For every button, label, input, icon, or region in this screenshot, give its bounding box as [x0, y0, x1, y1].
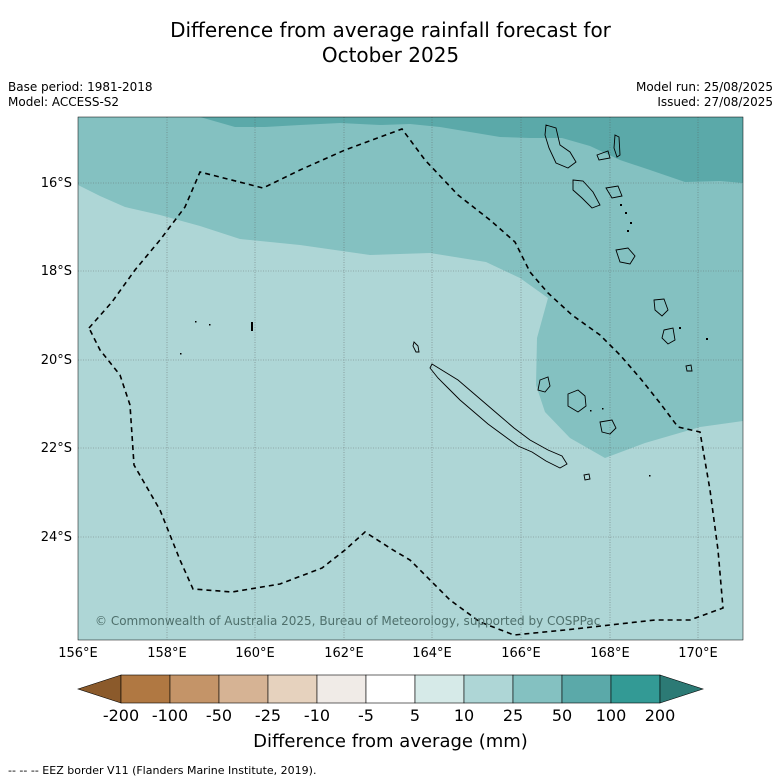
lat-label-18s: 18°S	[40, 264, 72, 279]
lon-label-164e: 164°E	[412, 646, 452, 661]
espiritu-santo-island	[544, 124, 577, 169]
colorbar-label: -10	[303, 706, 331, 725]
lifou-island	[567, 389, 587, 413]
issued-date: Issued: 27/08/2025	[657, 95, 773, 109]
colorbar-segment	[120, 674, 171, 704]
mare-island	[599, 419, 617, 435]
pentecost-island	[613, 134, 621, 158]
map-frame	[77, 116, 744, 641]
new-caledonia-island	[429, 363, 568, 469]
model-name: Model: ACCESS-S2	[8, 95, 120, 109]
colorbar-segment	[561, 674, 612, 704]
colorbar-extend-low	[77, 674, 122, 704]
band-25-50	[78, 117, 743, 458]
lat-label-24s: 24°S	[40, 530, 72, 545]
lat-label-16s: 16°S	[40, 176, 72, 191]
colorbar-extend-high	[659, 674, 704, 704]
colorbar-label: -5	[358, 706, 374, 725]
colorbar-segment	[610, 674, 661, 704]
base-period: Base period: 1981-2018	[8, 80, 153, 94]
colorbar-label: -100	[151, 706, 189, 725]
colorbar-label: -50	[205, 706, 233, 725]
malekula-island	[572, 179, 601, 209]
belep-islands	[412, 341, 420, 353]
colorbar-segment	[316, 674, 367, 704]
small-islands	[180, 204, 708, 477]
colorbar-label: 200	[644, 706, 676, 725]
colorbar-segment	[218, 674, 269, 704]
model-run: Model run: 25/08/2025	[635, 80, 773, 94]
lon-label-166e: 166°E	[501, 646, 541, 661]
colorbar	[77, 674, 704, 704]
colorbar-label: -200	[102, 706, 140, 725]
title-line-2: October 2025	[321, 43, 460, 67]
tanna-island	[653, 298, 669, 317]
lon-label-156e: 156°E	[58, 646, 98, 661]
lon-label-160e: 160°E	[235, 646, 275, 661]
efate-island	[615, 247, 636, 265]
copyright-text: © Commonwealth of Australia 2025, Bureau…	[95, 614, 601, 628]
colorbar-title: Difference from average (mm)	[253, 731, 528, 752]
colorbar-label: 100	[595, 706, 627, 725]
colorbar-label: 50	[551, 706, 573, 725]
colorbar-label: 10	[453, 706, 475, 725]
colorbar-segment	[169, 674, 220, 704]
lon-label-170e: 170°E	[678, 646, 718, 661]
colorbar-label: -25	[254, 706, 282, 725]
erromango-island	[661, 327, 676, 345]
lon-label-168e: 168°E	[590, 646, 630, 661]
anatom-island	[685, 364, 693, 372]
colorbar-segment	[267, 674, 318, 704]
colorbar-segment	[512, 674, 563, 704]
ambae-island	[596, 150, 611, 161]
eez-border	[88, 128, 724, 636]
meta-right: Model run: 25/08/2025 Issued: 27/08/2025	[636, 80, 773, 110]
colorbar-label: 5	[409, 706, 421, 725]
title-line-1: Difference from average rainfall forecas…	[170, 18, 611, 42]
isle-of-pines	[583, 473, 591, 481]
colorbar-segment	[463, 674, 514, 704]
lon-label-162e: 162°E	[324, 646, 364, 661]
map-title: Difference from average rainfall forecas…	[0, 18, 781, 68]
colorbar-segment	[365, 674, 416, 704]
lon-label-158e: 158°E	[147, 646, 187, 661]
ouvea-island	[537, 376, 551, 393]
colorbar-label: 25	[502, 706, 524, 725]
gridlines	[78, 117, 743, 640]
ambrym-island	[605, 185, 623, 199]
band-50-100	[200, 117, 743, 183]
meta-left: Base period: 1981-2018 Model: ACCESS-S2	[8, 80, 153, 110]
colorbar-segment	[414, 674, 465, 704]
lat-label-20s: 20°S	[40, 353, 72, 368]
lat-label-22s: 22°S	[40, 441, 72, 456]
eez-footnote: -- -- -- EEZ border V11 (Flanders Marine…	[8, 764, 317, 777]
